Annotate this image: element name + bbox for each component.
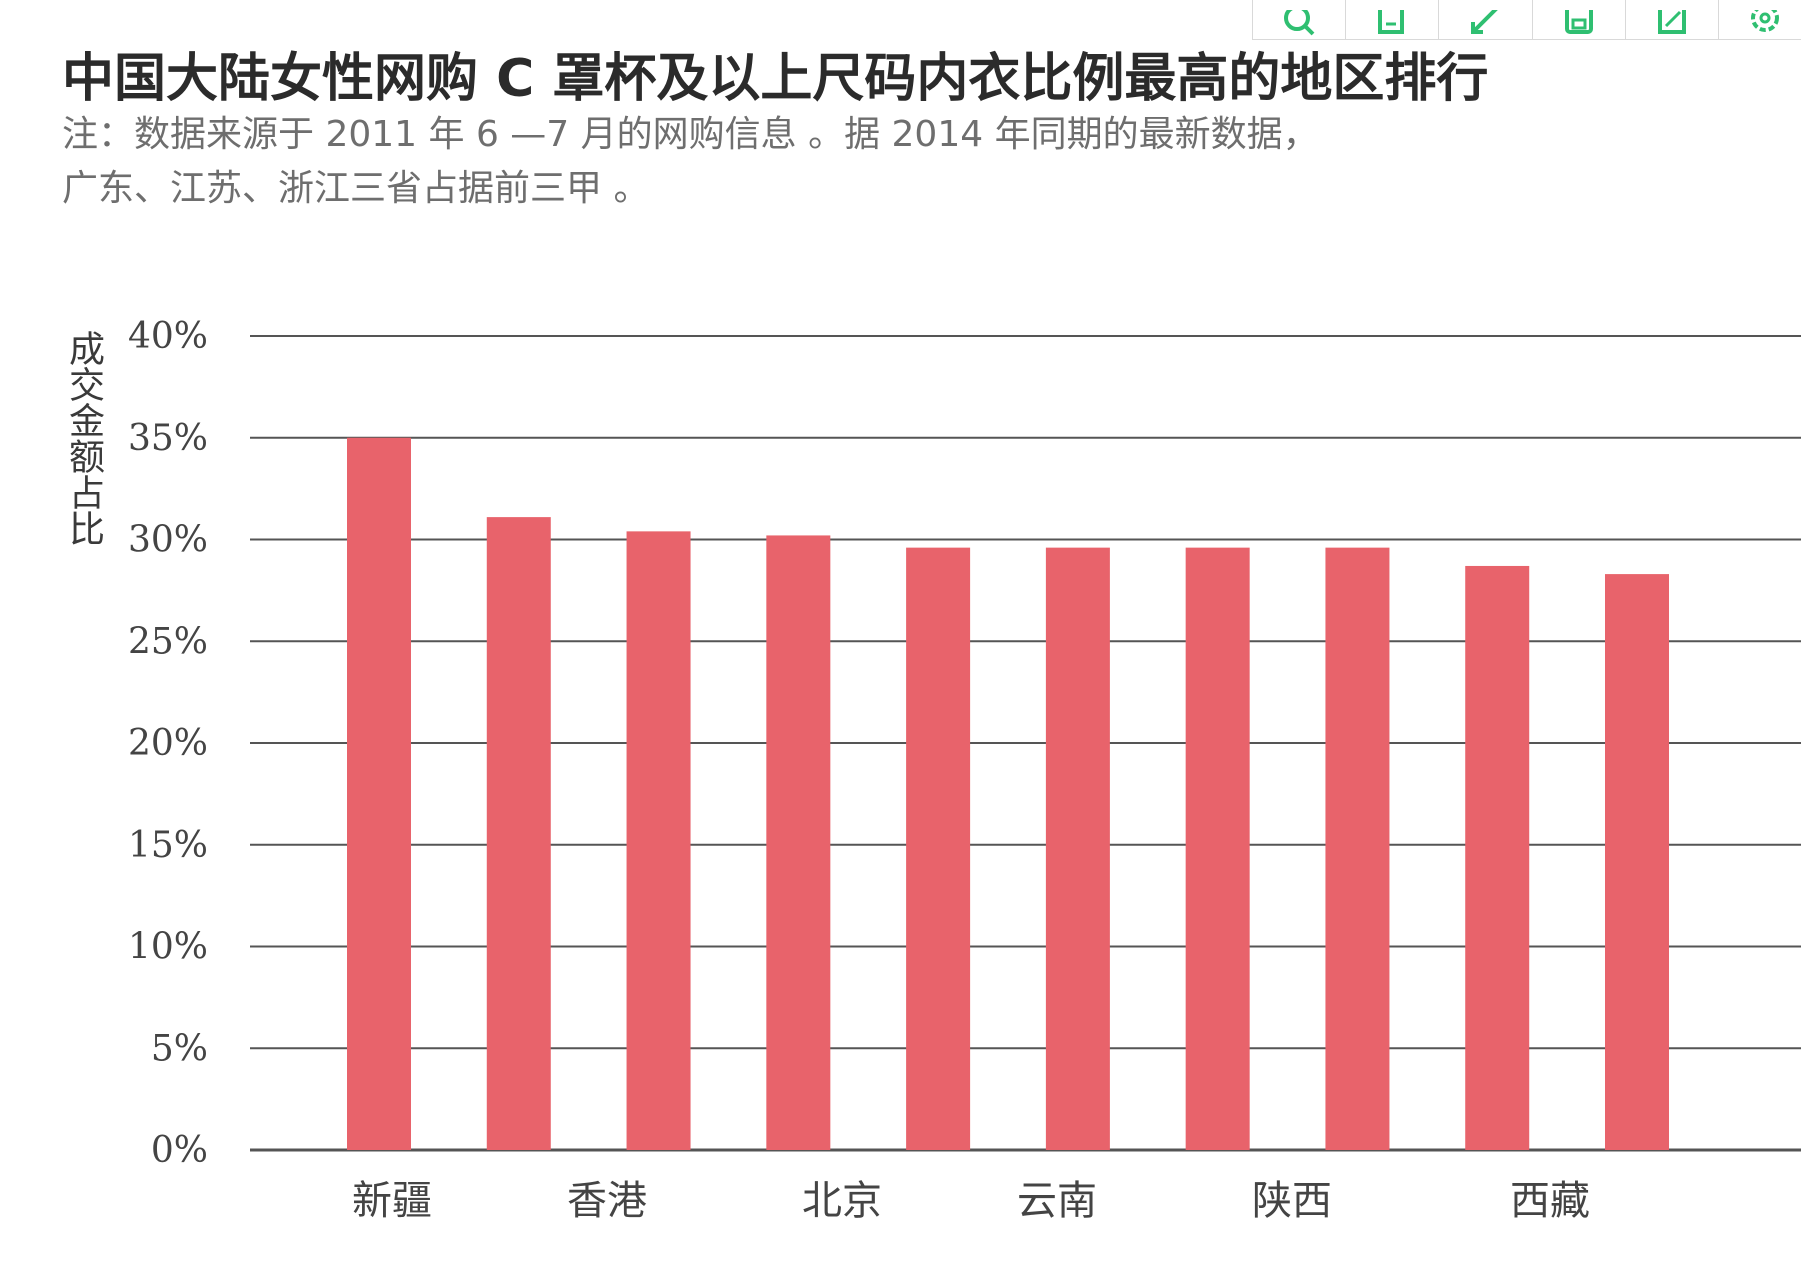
- y-tick-label: 30%: [128, 520, 208, 561]
- bars: [347, 437, 1669, 1150]
- y-tick-label: 5%: [151, 1028, 208, 1069]
- settings-button[interactable]: [1719, 0, 1801, 40]
- y-tick-label: 0%: [151, 1130, 208, 1171]
- y-tick-labels: 0% 5% 10% 15% 20% 25% 30% 35% 40%: [128, 316, 208, 1171]
- x-category-label: 新疆: [352, 1178, 432, 1224]
- image-toolbar: [1252, 0, 1801, 40]
- note-line-1: 注：数据来源于 2011 年 6 —7 月的网购信息 。据 2014 年同期的最…: [62, 114, 1319, 155]
- bar: [1045, 547, 1110, 1150]
- copy-button[interactable]: [1346, 0, 1440, 40]
- save-icon: [1564, 10, 1593, 34]
- y-tick-label: 25%: [128, 621, 208, 662]
- chart-note: 注：数据来源于 2011 年 6 —7 月的网购信息 。据 2014 年同期的最…: [62, 108, 1319, 216]
- bar: [766, 535, 831, 1150]
- x-category-label: 云南: [1017, 1178, 1097, 1224]
- bar: [626, 531, 691, 1150]
- y-tick-label: 10%: [128, 927, 208, 968]
- share-icon: [1657, 10, 1686, 34]
- search-button[interactable]: [1253, 0, 1347, 40]
- bar: [906, 547, 971, 1150]
- category-labels: 新疆 香港 北京 云南 陕西 西藏: [352, 1178, 1590, 1224]
- y-tick-label: 35%: [128, 418, 208, 459]
- settings-icon: [1750, 10, 1779, 32]
- x-category-label: 陕西: [1252, 1178, 1332, 1224]
- bar: [347, 437, 411, 1150]
- y-tick-label: 40%: [128, 316, 208, 357]
- save-button[interactable]: [1533, 0, 1626, 40]
- x-category-label: 北京: [802, 1178, 882, 1224]
- y-axis-label: 成交金额占比: [63, 330, 104, 546]
- x-category-label: 西藏: [1510, 1178, 1590, 1224]
- chart-title: 中国大陆女性网购 C 罩杯及以上尺码内衣比例最高的地区排行: [62, 49, 1489, 109]
- bar: [1465, 565, 1530, 1150]
- grid-lines: [250, 335, 1801, 1152]
- bar: [1325, 547, 1390, 1150]
- expand-button[interactable]: [1439, 0, 1533, 40]
- share-button[interactable]: [1626, 0, 1719, 40]
- search-icon: [1284, 10, 1315, 36]
- y-tick-label: 20%: [128, 723, 208, 764]
- y-tick-label: 15%: [128, 825, 208, 866]
- bar: [1605, 574, 1669, 1150]
- bar: [1185, 547, 1250, 1150]
- expand-icon: [1471, 10, 1499, 34]
- bar: [486, 517, 551, 1150]
- x-category-label: 香港: [567, 1178, 647, 1224]
- note-line-2: 广东、江苏、浙江三省占据前三甲 。: [62, 168, 650, 209]
- copy-icon: [1378, 10, 1405, 34]
